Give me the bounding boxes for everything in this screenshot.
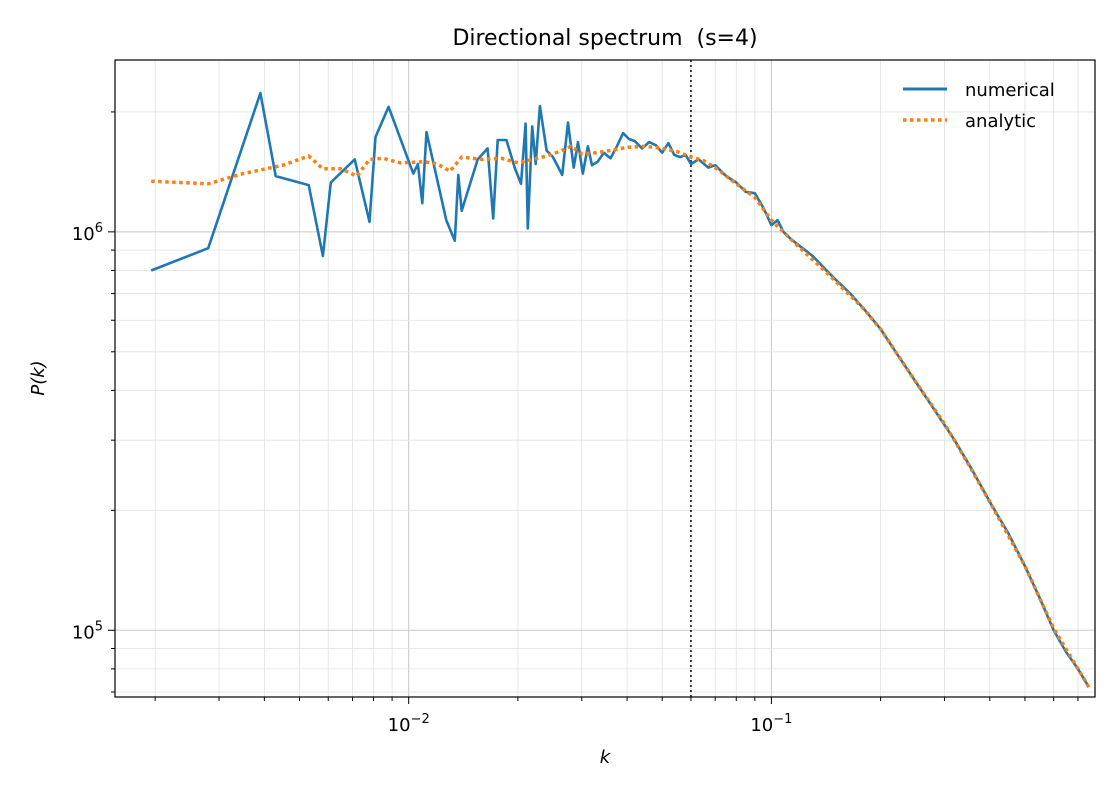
series-line-analytic: [151, 144, 1091, 688]
y-axis-label: P(k): [28, 360, 49, 395]
x-tick-label: 10−1: [750, 712, 792, 736]
y-tick-label: 105: [72, 619, 103, 643]
chart-title: Directional spectrum (s=4): [452, 26, 757, 51]
ticks: 10−2 10−1 105 106: [72, 111, 1079, 736]
legend-label-analytic: analytic: [965, 111, 1036, 132]
x-tick-label: 10−2: [388, 712, 430, 736]
x-axis-label: k: [600, 747, 612, 768]
plot-frame: [114, 59, 1096, 698]
y-axis-label-group: P(k): [28, 360, 49, 395]
legend: numerical analytic: [903, 80, 1055, 132]
series-layer: [150, 91, 1091, 688]
legend-label-numerical: numerical: [965, 80, 1055, 101]
y-tick-label: 106: [72, 221, 103, 245]
